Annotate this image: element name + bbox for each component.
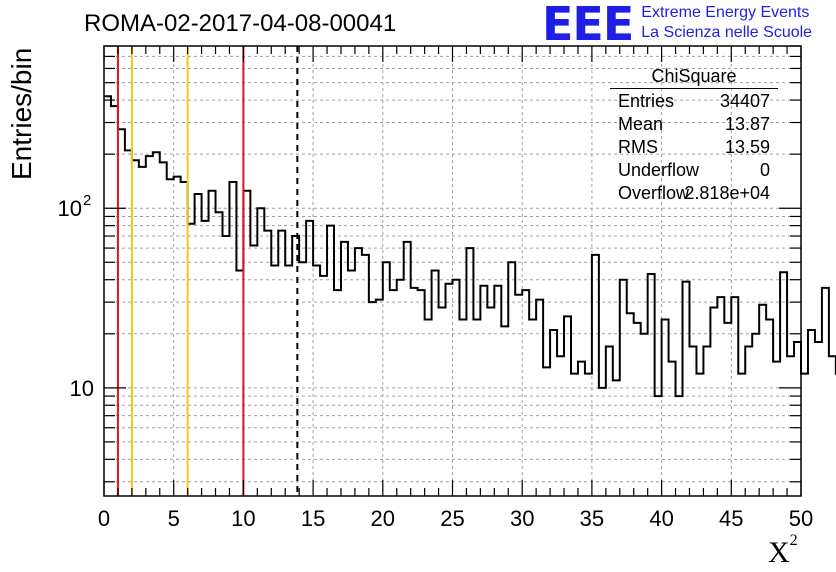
chart-title: ROMA-02-2017-04-08-00041 bbox=[84, 10, 397, 37]
logo-line-2: La Scienza nelle Scuole bbox=[641, 24, 813, 41]
x-tick-label: 25 bbox=[440, 506, 464, 531]
stats-label: Underflow bbox=[618, 160, 700, 180]
eee-logo-text: Extreme Energy Events La Scienza nelle S… bbox=[641, 3, 812, 43]
eee-logo-mark: EEE bbox=[542, 0, 634, 51]
grid-lines bbox=[104, 46, 801, 496]
x-tick-label: 5 bbox=[168, 506, 180, 531]
axes-frame bbox=[103, 45, 802, 497]
x-tick-label: 45 bbox=[719, 506, 743, 531]
reference-lines bbox=[116, 46, 299, 496]
x-tick-label: 20 bbox=[371, 506, 395, 531]
stats-value: 13.87 bbox=[724, 114, 770, 134]
x-tick-label: 50 bbox=[789, 506, 813, 531]
x-axis-label: X2 bbox=[768, 532, 798, 570]
stats-box: ChiSquare Entries 34407 Mean 13.87 RMS 1… bbox=[610, 66, 778, 205]
x-tick-label: 40 bbox=[649, 506, 673, 531]
logo-line-1: Extreme Energy Events bbox=[641, 4, 810, 21]
eee-logo: EEE Extreme Energy Events La Scienza nel… bbox=[542, 0, 812, 51]
stats-value: 13.59 bbox=[724, 137, 770, 157]
y-tick-label: 10 bbox=[58, 196, 82, 221]
y-axis-label: Entries/bin bbox=[6, 47, 37, 180]
x-axis-label-exponent: 2 bbox=[789, 532, 798, 549]
stats-value: 0 bbox=[759, 160, 770, 180]
stats-value: 2.818e+04 bbox=[684, 183, 770, 203]
stats-label: RMS bbox=[618, 137, 658, 157]
x-axis-tick-labels: 0 5 10 15 20 25 30 35 40 45 50 bbox=[98, 506, 813, 531]
stats-row-mean: Mean 13.87 bbox=[610, 113, 778, 136]
x-tick-label: 35 bbox=[580, 506, 604, 531]
stats-row-rms: RMS 13.59 bbox=[610, 136, 778, 159]
y-tick-label: 10 bbox=[70, 376, 94, 401]
stats-value: 34407 bbox=[719, 91, 770, 111]
stats-row-overflow: Overflow 2.818e+04 bbox=[610, 182, 778, 205]
stats-row-underflow: Underflow 0 bbox=[610, 159, 778, 182]
stats-label: Overflow bbox=[618, 183, 690, 203]
y-tick-label-exponent: 2 bbox=[83, 192, 91, 209]
stats-label: Entries bbox=[618, 91, 675, 111]
x-axis-label-base: X bbox=[768, 536, 790, 569]
histogram-line bbox=[104, 95, 836, 398]
x-tick-label: 10 bbox=[231, 506, 255, 531]
histogram-series bbox=[104, 95, 836, 398]
x-tick-label: 30 bbox=[510, 506, 534, 531]
stats-row-entries: Entries 34407 bbox=[610, 90, 778, 113]
x-tick-label: 15 bbox=[301, 506, 325, 531]
stats-label: Mean bbox=[618, 114, 664, 134]
x-tick-label: 0 bbox=[98, 506, 110, 531]
stats-box-title: ChiSquare bbox=[610, 66, 778, 89]
